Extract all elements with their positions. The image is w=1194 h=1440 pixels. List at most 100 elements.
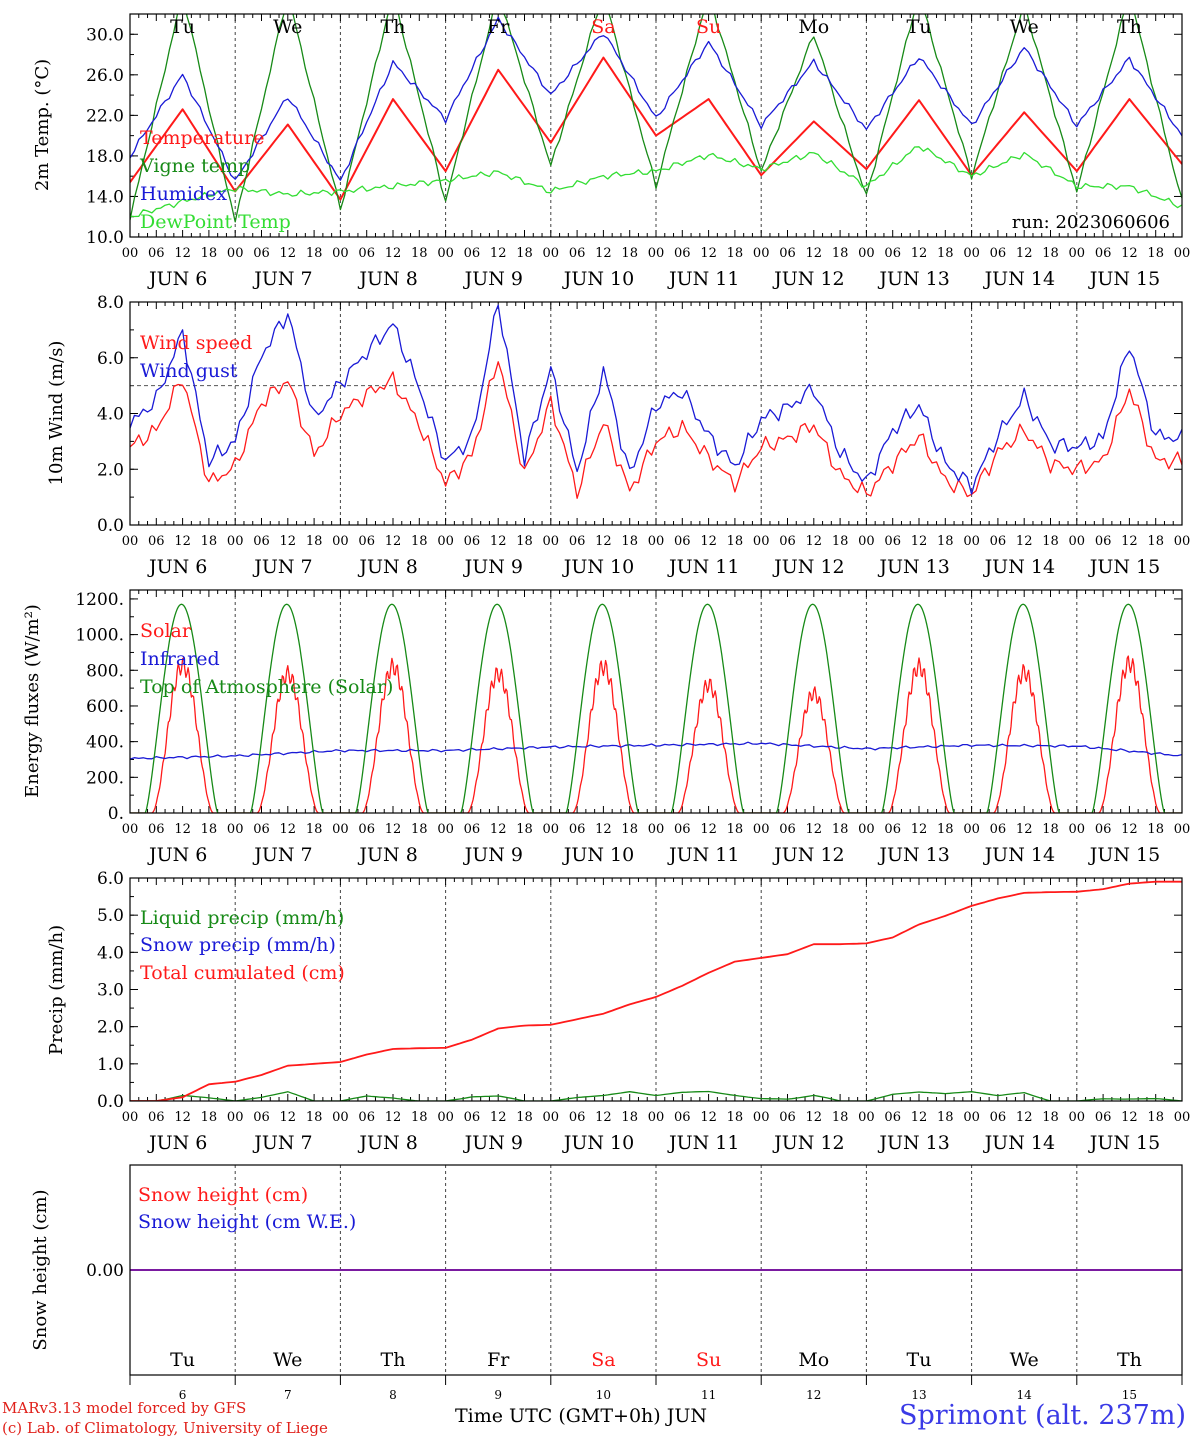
hour-tick-label: 00 xyxy=(1174,534,1191,549)
hour-tick-label: 12 xyxy=(174,246,191,261)
legend-entry: Wind gust xyxy=(140,360,238,382)
hour-tick-label: 00 xyxy=(543,246,560,261)
hour-tick-label: 18 xyxy=(201,822,218,837)
hour-tick-label: 18 xyxy=(306,246,323,261)
day-number: 11 xyxy=(701,1388,716,1402)
hour-tick-label: 06 xyxy=(253,1110,270,1125)
y-tick-label: 2.0 xyxy=(97,1018,124,1038)
y-tick-label: 2.0 xyxy=(97,460,124,480)
weekday-label: We xyxy=(273,1349,302,1371)
hour-tick-label: 00 xyxy=(1174,1110,1191,1125)
hour-tick-label: 00 xyxy=(963,534,980,549)
hour-tick-label: 00 xyxy=(963,1110,980,1125)
y-axis-label: 10m Wind (m/s) xyxy=(46,341,67,486)
legend-entry: Infrared xyxy=(140,648,220,670)
hour-tick-label: 12 xyxy=(174,822,191,837)
legend-entry: Snow precip (mm/h) xyxy=(140,934,336,956)
date-label: JUN 7 xyxy=(252,844,312,866)
hour-tick-label: 12 xyxy=(1121,822,1138,837)
y-tick-label: 800. xyxy=(86,661,124,681)
date-label: JUN 8 xyxy=(357,1132,417,1154)
hour-tick-label: 12 xyxy=(385,822,402,837)
hour-tick-label: 12 xyxy=(595,246,612,261)
date-label: JUN 6 xyxy=(147,844,207,866)
hour-tick-label: 18 xyxy=(832,1110,849,1125)
hour-tick-label: 18 xyxy=(306,822,323,837)
hour-tick-label: 06 xyxy=(779,1110,796,1125)
weekday-label: Su xyxy=(696,1349,721,1371)
hour-tick-label: 06 xyxy=(148,534,165,549)
hour-tick-label: 12 xyxy=(385,534,402,549)
weekday-label: Mo xyxy=(798,16,829,38)
hour-tick-label: 06 xyxy=(674,534,691,549)
plot-frame xyxy=(129,1164,1183,1376)
legend-entry: Solar xyxy=(140,620,192,642)
y-tick-label: 4.0 xyxy=(97,943,124,963)
hour-tick-label: 06 xyxy=(779,534,796,549)
hour-tick-label: 12 xyxy=(280,1110,297,1125)
hour-tick-label: 06 xyxy=(569,822,586,837)
hour-tick-label: 18 xyxy=(621,534,638,549)
hour-tick-label: 00 xyxy=(963,246,980,261)
hour-tick-label: 00 xyxy=(122,534,139,549)
run-label: run: 2023060606 xyxy=(1012,212,1170,233)
hour-tick-label: 06 xyxy=(569,534,586,549)
hour-tick-label: 18 xyxy=(937,246,954,261)
y-tick-label: 18.0 xyxy=(86,147,124,167)
plot-frame xyxy=(129,13,1183,238)
date-label: JUN 13 xyxy=(877,268,949,290)
weekday-label: Mo xyxy=(798,1349,829,1371)
y-tick-label: 22.0 xyxy=(86,106,124,126)
hour-tick-label: 06 xyxy=(464,822,481,837)
hour-tick-label: 18 xyxy=(1042,1110,1059,1125)
day-number: 14 xyxy=(1017,1388,1033,1402)
hour-tick-label: 06 xyxy=(148,246,165,261)
plot-frame xyxy=(129,589,1183,814)
hour-tick-label: 00 xyxy=(227,534,244,549)
hour-tick-label: 06 xyxy=(253,246,270,261)
y-tick-label: 0.00 xyxy=(86,1261,124,1281)
hour-tick-label: 06 xyxy=(884,1110,901,1125)
legend-entry: Liquid precip (mm/h) xyxy=(140,907,344,929)
y-tick-label: 0. xyxy=(108,804,124,824)
date-label: JUN 13 xyxy=(877,844,949,866)
hour-tick-label: 00 xyxy=(332,822,349,837)
day-number: 12 xyxy=(806,1388,821,1402)
hour-tick-label: 00 xyxy=(648,1110,665,1125)
plot-frame xyxy=(129,301,1183,526)
hour-tick-label: 12 xyxy=(1016,246,1033,261)
y-tick-label: 5.0 xyxy=(97,906,124,926)
hour-tick-label: 18 xyxy=(411,1110,428,1125)
hour-tick-label: 18 xyxy=(937,534,954,549)
y-tick-label: 3.0 xyxy=(97,981,124,1001)
hour-tick-label: 00 xyxy=(543,822,560,837)
hour-tick-label: 18 xyxy=(1147,1110,1164,1125)
hour-tick-label: 00 xyxy=(437,1110,454,1125)
y-axis-label: Energy fluxes (W/m²) xyxy=(22,604,43,798)
series-temperature xyxy=(130,56,1182,201)
hour-tick-label: 18 xyxy=(411,822,428,837)
hour-tick-label: 18 xyxy=(1042,822,1059,837)
series-solar xyxy=(130,655,1182,813)
hour-tick-label: 06 xyxy=(884,822,901,837)
hour-tick-label: 00 xyxy=(753,1110,770,1125)
date-label: JUN 8 xyxy=(357,268,417,290)
hour-tick-label: 18 xyxy=(1042,246,1059,261)
date-label: JUN 12 xyxy=(772,844,844,866)
date-label: JUN 9 xyxy=(463,268,523,290)
date-label: JUN 10 xyxy=(562,1132,634,1154)
hour-tick-label: 06 xyxy=(990,246,1007,261)
hour-tick-label: 00 xyxy=(963,822,980,837)
legend-entry: Snow height (cm W.E.) xyxy=(138,1211,356,1233)
x-axis-title: Time UTC (GMT+0h) JUN xyxy=(455,1405,707,1427)
date-label: JUN 9 xyxy=(463,844,523,866)
weekday-label: Sa xyxy=(591,1349,615,1371)
y-tick-label: 10.0 xyxy=(86,228,124,248)
hour-tick-label: 12 xyxy=(1016,534,1033,549)
date-label: JUN 6 xyxy=(147,1132,207,1154)
legend-entry: Vigne temp xyxy=(139,155,250,177)
hour-tick-label: 12 xyxy=(806,534,823,549)
hour-tick-label: 12 xyxy=(595,1110,612,1125)
hour-tick-label: 18 xyxy=(516,246,533,261)
